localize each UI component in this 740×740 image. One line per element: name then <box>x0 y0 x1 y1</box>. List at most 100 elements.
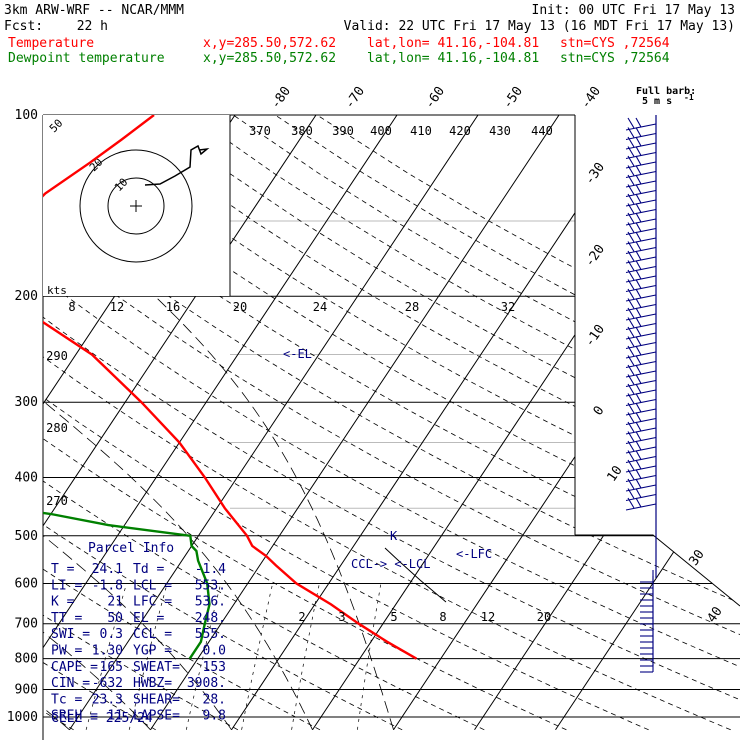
forecast-label: Fcst: <box>4 19 43 34</box>
wind-barb <box>625 212 657 226</box>
parcel-value-right: 3908. <box>187 676 226 691</box>
wind-barb <box>625 165 657 179</box>
wind-barb <box>625 374 657 388</box>
isotherm-line <box>312 115 722 731</box>
speed-scale-label: 12 <box>110 300 124 314</box>
legend-dewpoint-name: Dewpoint temperature <box>8 51 165 66</box>
speed-scale-label: 16 <box>166 300 180 314</box>
parcel-value-left: 0.3 <box>100 627 123 642</box>
temperature-profile <box>43 115 418 660</box>
wind-barb <box>625 488 657 502</box>
wind-barb <box>625 174 657 188</box>
wind-barb <box>625 260 657 274</box>
pressure-tick-label: 400 <box>15 470 38 485</box>
model-title: 3km ARW-WRF -- NCAR/MMM <box>4 3 184 18</box>
isotherm-label: -60 <box>422 84 448 112</box>
moist-adiabat <box>43 295 313 730</box>
wind-barb <box>625 298 657 312</box>
isotherm-line <box>150 115 560 731</box>
wind-barb <box>625 269 657 283</box>
parcel-value-left: 1.30 <box>92 644 123 659</box>
wind-barb <box>625 393 657 407</box>
lfc-annotation: <-LFC <box>456 547 492 561</box>
pressure-tick-label: 1000 <box>7 710 38 725</box>
isotherm-label: -30 <box>582 160 608 188</box>
wind-barb <box>625 421 657 435</box>
wind-barb <box>625 345 657 359</box>
parcel-label-right: SHEAR= <box>133 692 180 707</box>
wind-barb <box>625 184 657 198</box>
dry-adiabat-label: 410 <box>410 124 432 138</box>
isotherm-label: 40 <box>704 604 725 625</box>
dry-adiabat <box>43 115 731 731</box>
isotherm-label: -40 <box>578 84 604 112</box>
dry-adiabat-label: 390 <box>332 124 354 138</box>
parcel-label-left: CIN = <box>51 676 90 691</box>
parcel-label-left: SREH = <box>51 709 98 724</box>
forecast-hours: 22 h <box>77 19 108 34</box>
wind-barb <box>625 317 657 331</box>
isotherm-label: 0 <box>591 403 608 418</box>
parcel-label-right: LCL = <box>133 578 172 593</box>
wind-barb <box>625 117 657 131</box>
legend-dewpoint-xy: x,y=285.50,572.62 <box>203 51 336 66</box>
parcel-label-left: LI = <box>51 578 82 593</box>
mixing-ratio-label: 5 <box>390 610 397 624</box>
parcel-label-right: YGP = <box>133 644 172 659</box>
dry-adiabat-label: 290 <box>46 349 68 363</box>
pressure-tick-label: 800 <box>15 652 38 667</box>
legend-temperature-stn: stn=CYS ,72564 <box>560 36 670 51</box>
wind-barb <box>625 279 657 293</box>
valid-time: Valid: 22 UTC Fri 17 May 13 (16 MDT Fri … <box>344 19 735 34</box>
mixing-ratio-line <box>128 583 168 730</box>
parcel-value-right: 153 <box>203 660 226 675</box>
mixing-ratio-label: 2 <box>298 610 305 624</box>
parcel-label-right: EL = <box>133 611 164 626</box>
isotherm-line <box>69 115 479 731</box>
pressure-tick-label: 100 <box>15 108 38 123</box>
isotherm-label: 10 <box>604 463 625 484</box>
hodograph-ring <box>79 149 193 263</box>
dry-adiabat <box>43 115 740 731</box>
wind-barb <box>625 469 657 483</box>
dry-adiabat <box>43 115 740 731</box>
wind-barb <box>625 440 657 454</box>
dry-adiabat-label: 280 <box>46 421 68 435</box>
dry-adiabat <box>43 115 740 731</box>
wind-barb <box>625 127 657 141</box>
legend-temperature-xy: x,y=285.50,572.62 <box>203 36 336 51</box>
mixing-ratio-line <box>241 583 274 730</box>
isotherm-label: -10 <box>582 322 608 350</box>
dry-adiabat <box>274 115 740 731</box>
wind-barb <box>625 155 657 169</box>
dry-adiabat-label: 430 <box>489 124 511 138</box>
pressure-tick-label: 700 <box>15 617 38 632</box>
mixing-ratio-line <box>291 583 320 730</box>
dry-adiabat-label: 270 <box>46 494 68 508</box>
frame-corner <box>575 534 740 607</box>
parcel-label-left: TT = <box>51 611 82 626</box>
mixing-ratio-label: 3 <box>338 610 345 624</box>
wind-barb <box>625 222 657 236</box>
moist-adiabat <box>43 295 232 731</box>
legend-dewpoint-latlon: lat,lon= 41.16,-104.81 <box>367 51 539 66</box>
k-marker: K <box>390 529 398 543</box>
mixing-ratio-label: 20 <box>537 610 551 624</box>
isotherm-label: -20 <box>582 242 608 270</box>
wind-barb <box>625 136 657 150</box>
parcel-value-right: 0.0 <box>203 644 226 659</box>
legend-dewpoint-stn: stn=CYS ,72564 <box>560 51 670 66</box>
hodograph-kts-label: kts <box>47 284 67 297</box>
wind-barb <box>625 497 657 511</box>
parcel-value-left: -1.8 <box>92 578 123 593</box>
speed-scale-label: 24 <box>313 300 327 314</box>
isotherm-line <box>43 115 398 731</box>
dry-adiabat-label: 370 <box>249 124 271 138</box>
wind-barb <box>625 459 657 473</box>
dry-adiabat <box>43 115 649 731</box>
parcel-label-left: SWI = <box>51 627 90 642</box>
parcel-label-left: PW = <box>51 644 82 659</box>
dry-adiabat-label: 400 <box>370 124 392 138</box>
parcel-value-right: 553. <box>195 578 226 593</box>
